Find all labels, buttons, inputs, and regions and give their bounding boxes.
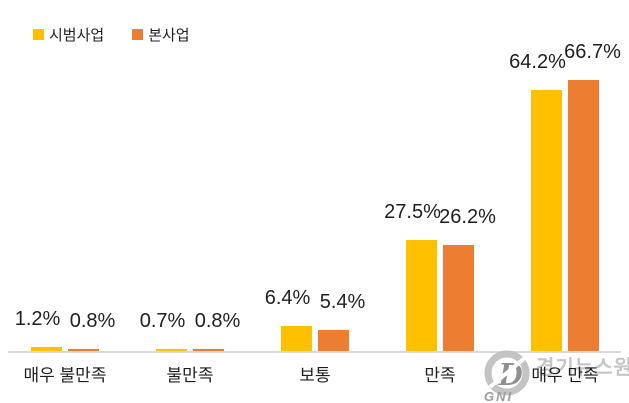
data-label-시범사업-불만족: 0.7% xyxy=(139,310,186,332)
x-axis-line xyxy=(8,351,621,353)
data-label-시범사업-매우 불만족: 1.2% xyxy=(14,308,61,330)
data-label-본사업-매우 만족: 66.7% xyxy=(564,41,621,63)
data-label-본사업-만족: 26.2% xyxy=(439,206,496,228)
data-label-시범사업-만족: 27.5% xyxy=(384,201,441,223)
category-label-보통: 보통 xyxy=(299,366,331,385)
bar-시범사업-만족 xyxy=(406,240,437,352)
data-label-시범사업-보통: 6.4% xyxy=(264,287,311,309)
category-label-매우 만족: 매우 만족 xyxy=(531,366,599,385)
bar-본사업-매우 만족 xyxy=(568,80,599,352)
bar-시범사업-매우 만족 xyxy=(531,90,562,352)
category-label-매우 불만족: 매우 불만족 xyxy=(23,366,107,385)
legend-label-main: 본사업 xyxy=(148,27,190,44)
bar-본사업-불만족 xyxy=(193,349,224,352)
bar-본사업-만족 xyxy=(443,245,474,352)
data-label-본사업-보통: 5.4% xyxy=(319,291,366,313)
gni-logo-icon: D GNI xyxy=(484,350,530,403)
legend-label-pilot: 시범사업 xyxy=(49,27,105,44)
chart-legend: 시범사업 본사업 xyxy=(33,24,190,45)
legend-swatch-pilot-icon xyxy=(33,29,44,40)
legend-item-pilot: 시범사업 xyxy=(33,24,104,45)
bar-본사업-보통 xyxy=(318,330,349,352)
legend-swatch-main-icon xyxy=(132,29,144,40)
category-label-불만족: 불만족 xyxy=(166,366,214,385)
category-label-만족: 만족 xyxy=(424,366,456,385)
data-label-본사업-매우 불만족: 0.8% xyxy=(69,310,116,332)
svg-text:GNI: GNI xyxy=(484,389,513,403)
data-label-본사업-불만족: 0.8% xyxy=(194,310,241,332)
bar-본사업-매우 불만족 xyxy=(68,349,99,352)
news-watermark: D GNI 경기뉴스원 xyxy=(480,347,629,403)
watermark-name: 경기뉴스원 xyxy=(536,357,629,379)
bar-시범사업-불만족 xyxy=(156,349,187,352)
legend-item-main: 본사업 xyxy=(132,24,190,45)
bar-시범사업-보통 xyxy=(281,326,312,352)
data-label-시범사업-매우 만족: 64.2% xyxy=(509,51,566,73)
bar-시범사업-매우 불만족 xyxy=(31,347,62,352)
